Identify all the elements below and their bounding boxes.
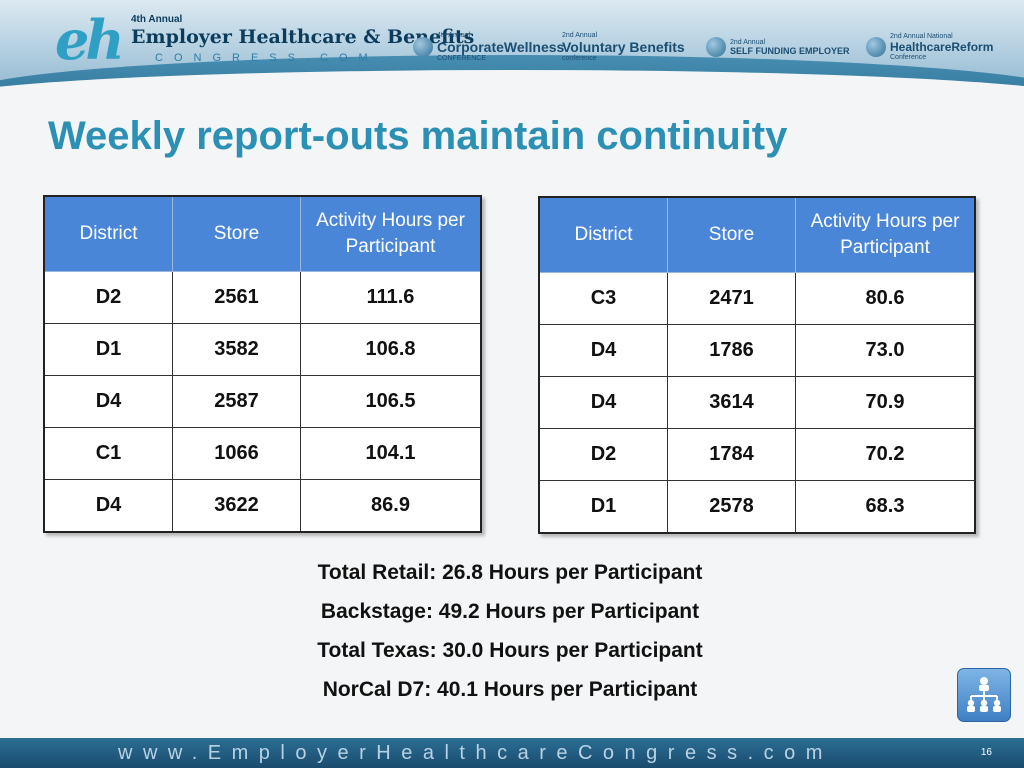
cell-district: D4: [538, 376, 668, 429]
cell-hours: 70.9: [795, 376, 976, 429]
cell-district: D1: [538, 480, 668, 534]
logo-title-text: Employer Healthcare & Benefits: [131, 26, 475, 48]
footer-url: www.EmployerHealthcareCongress.com: [118, 742, 833, 764]
page-number: 16: [980, 747, 992, 758]
summary-total-texas: Total Texas: 30.0 Hours per Participant: [317, 639, 703, 662]
header-store: Store: [667, 196, 796, 273]
table-row: D4 3614 70.9: [538, 376, 976, 429]
cell-store: 2471: [667, 272, 796, 325]
table-row: D2 1784 70.2: [538, 428, 976, 481]
cell-district: D1: [43, 323, 173, 376]
cell-hours: 106.8: [300, 323, 482, 376]
summary-total-retail: Total Retail: 26.8 Hours per Participant: [317, 561, 703, 584]
slide-title: Weekly report-outs maintain continuity: [48, 114, 788, 158]
cell-district: C3: [538, 272, 668, 325]
header-store: Store: [172, 195, 301, 272]
cell-district: D4: [43, 375, 173, 428]
header-district: District: [43, 195, 173, 272]
cell-store: 1784: [667, 428, 796, 481]
partner-small-text: 2nd Annual: [562, 32, 598, 39]
cell-store: 3622: [172, 479, 301, 533]
cell-hours: 73.0: [795, 324, 976, 377]
footer-bar: www.EmployerHealthcareCongress.com 16: [0, 738, 1024, 768]
healthcare-reform-mark-icon: [866, 37, 886, 57]
table-row: D4 3622 86.9: [43, 479, 482, 533]
table-row: C3 2471 80.6: [538, 272, 976, 325]
cell-store: 1066: [172, 427, 301, 480]
self-funding-employer-logo: 2nd Annual SELF FUNDING EMPLOYER: [706, 30, 850, 64]
org-chart-icon[interactable]: [957, 668, 1011, 722]
partner-sub-text: Conference: [890, 54, 927, 61]
partner-name: SELF FUNDING EMPLOYER: [730, 45, 850, 56]
cell-district: C1: [43, 427, 173, 480]
cell-hours: 86.9: [300, 479, 482, 533]
eh-logo-mark: eh: [55, 8, 125, 72]
partner-small-text: 4th Annual: [437, 32, 471, 39]
cell-hours: 80.6: [795, 272, 976, 325]
cell-hours: 106.5: [300, 375, 482, 428]
table-header-row: District Store Activity Hours per Partic…: [538, 196, 976, 273]
congress-logo: eh 4th Annual Employer Healthcare & Bene…: [55, 8, 474, 72]
table-row: D4 2587 106.5: [43, 375, 482, 428]
cell-store: 3614: [667, 376, 796, 429]
table-row: D1 3582 106.8: [43, 323, 482, 376]
logo-annual-text: 4th Annual: [131, 14, 183, 25]
cell-hours: 104.1: [300, 427, 482, 480]
partner-small-text: 2nd Annual National: [890, 33, 953, 40]
table-row: C1 1066 104.1: [43, 427, 482, 480]
header-activity-hours: Activity Hours per Participant: [300, 195, 482, 272]
summary-block: Total Retail: 26.8 Hours per Participant…: [210, 558, 810, 714]
right-ranking-table: District Store Activity Hours per Partic…: [538, 196, 976, 534]
cell-store: 1786: [667, 324, 796, 377]
header-activity-hours: Activity Hours per Participant: [795, 196, 976, 273]
partner-name: Voluntary Benefits: [562, 39, 685, 55]
cell-district: D4: [538, 324, 668, 377]
summary-norcal-d7: NorCal D7: 40.1 Hours per Participant: [322, 678, 698, 701]
cell-store: 2587: [172, 375, 301, 428]
corporate-wellness-mark-icon: [413, 37, 433, 57]
org-chart-glyph: [967, 677, 1001, 712]
header-district: District: [538, 196, 668, 273]
healthcare-reform-logo: 2nd Annual National HealthcareReform Con…: [866, 30, 993, 64]
cell-store: 2578: [667, 480, 796, 534]
logo-congress-text: CONGRESS.COM: [155, 52, 379, 64]
cell-district: D4: [43, 479, 173, 533]
table-row: D2 2561 111.6: [43, 271, 482, 324]
partner-name: CorporateWellness: [437, 39, 565, 55]
header-banner: eh 4th Annual Employer Healthcare & Bene…: [0, 0, 1024, 95]
summary-backstage: Backstage: 49.2 Hours per Participant: [320, 600, 700, 623]
cell-hours: 70.2: [795, 428, 976, 481]
cell-district: D2: [538, 428, 668, 481]
cell-store: 2561: [172, 271, 301, 324]
left-ranking-table: District Store Activity Hours per Partic…: [43, 195, 482, 533]
table-row: D1 2578 68.3: [538, 480, 976, 534]
corporate-wellness-logo: 4th Annual CorporateWellness CONFERENCE: [413, 30, 564, 64]
partner-name: HealthcareReform: [890, 40, 994, 54]
voluntary-benefits-logo: 2nd Annual Voluntary Benefits conference: [562, 30, 685, 64]
table-header-row: District Store Activity Hours per Partic…: [43, 195, 482, 272]
cell-hours: 68.3: [795, 480, 976, 534]
self-funding-mark-icon: [706, 37, 726, 57]
partner-sub-text: CONFERENCE: [437, 55, 487, 62]
cell-hours: 111.6: [300, 271, 482, 324]
partner-sub-text: conference: [562, 55, 597, 62]
cell-store: 3582: [172, 323, 301, 376]
cell-district: D2: [43, 271, 173, 324]
table-row: D4 1786 73.0: [538, 324, 976, 377]
partner-small-text: 2nd Annual: [730, 38, 766, 46]
